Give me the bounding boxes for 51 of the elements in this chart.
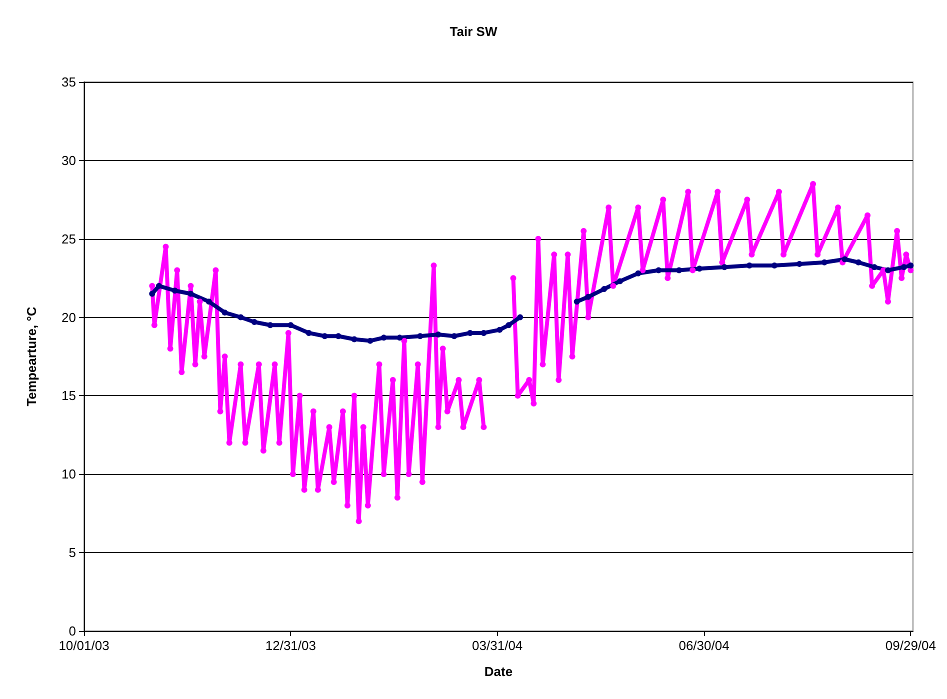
point — [251, 318, 258, 325]
x-tick-label: 06/30/04 — [678, 638, 730, 653]
point — [496, 326, 503, 333]
point — [900, 264, 907, 270]
point — [222, 310, 228, 316]
y-tick-label: 30 — [62, 152, 76, 168]
point — [206, 298, 212, 305]
point — [506, 322, 512, 328]
point — [635, 270, 642, 276]
x-axis-title: Date — [484, 664, 513, 679]
y-axis-title: Tempearture, °C — [24, 306, 39, 406]
point — [908, 262, 914, 269]
point — [188, 290, 194, 297]
point — [367, 338, 374, 344]
point — [517, 314, 524, 320]
y-tick-label: 10 — [62, 466, 76, 482]
point — [855, 259, 862, 266]
point — [267, 322, 274, 328]
x-tick-label: 09/29/04 — [885, 638, 936, 653]
x-tick-label: 03/31/04 — [472, 638, 523, 653]
point — [351, 336, 358, 342]
point — [306, 330, 312, 336]
point — [884, 267, 891, 274]
point — [616, 278, 623, 284]
point — [172, 288, 178, 294]
point — [149, 290, 156, 297]
y-tick-label: 5 — [68, 545, 76, 560]
point — [435, 332, 442, 338]
y-tick-label: 20 — [62, 310, 76, 325]
y-tick-label: 25 — [62, 231, 76, 246]
point — [796, 260, 802, 267]
y-tick-label: 35 — [62, 74, 76, 90]
point — [396, 334, 403, 341]
point — [574, 298, 580, 305]
point — [585, 294, 592, 300]
point — [451, 333, 458, 340]
point — [380, 334, 387, 341]
point — [417, 333, 424, 340]
point — [238, 314, 244, 320]
y-tick-label: 15 — [62, 388, 76, 404]
point — [746, 262, 752, 269]
y-tick-label: 0 — [68, 624, 76, 638]
point — [288, 322, 294, 328]
x-tick-label: 10/01/03 — [58, 638, 110, 653]
point — [842, 256, 848, 262]
point — [322, 333, 328, 340]
point — [871, 264, 878, 270]
x-tick-label: 12/31/03 — [265, 638, 316, 653]
point — [156, 282, 162, 289]
chart-title: Tair SW — [450, 24, 498, 39]
point — [601, 286, 608, 292]
